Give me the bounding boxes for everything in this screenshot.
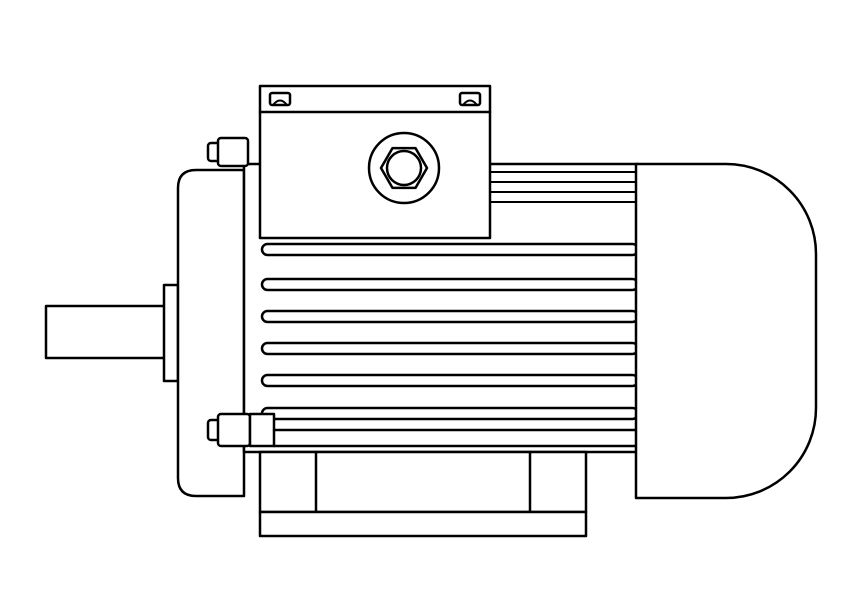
cooling-fin [260, 406, 640, 421]
tie-rod-top [206, 136, 250, 168]
terminal-box-screw-left [268, 91, 292, 107]
terminal-box-screw-right [458, 91, 482, 107]
foot-base-plate [258, 510, 588, 538]
cable-gland [367, 131, 441, 205]
tie-rod-bottom [206, 412, 640, 448]
cooling-fin [260, 277, 640, 292]
cooling-fins [260, 242, 640, 421]
motor-shaft [44, 304, 170, 360]
shaft-collar [162, 283, 180, 383]
cooling-fin [260, 341, 640, 356]
cooling-fin [260, 373, 640, 388]
top-fin-lines [489, 171, 639, 203]
fan-cover [634, 162, 818, 500]
mounting-foot [258, 450, 588, 538]
cooling-fin [260, 309, 640, 324]
cooling-fin [260, 242, 640, 257]
